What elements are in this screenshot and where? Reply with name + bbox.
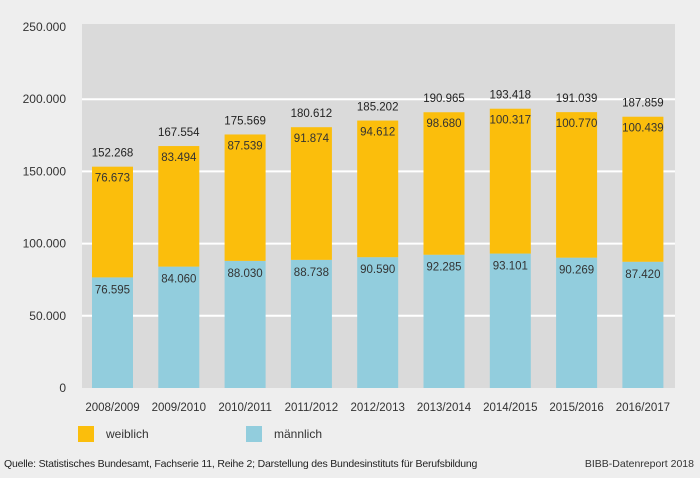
bar-segment-weiblich [357, 120, 399, 258]
y-tick-label: 0 [59, 381, 66, 395]
bar-segment-weiblich [158, 146, 200, 267]
x-tick-label: 2011/2012 [285, 402, 339, 414]
data-label-weiblich: 100.439 [622, 123, 664, 135]
y-tick-label: 250.000 [23, 20, 67, 34]
bar-segment-weiblich [224, 134, 266, 261]
source-note: Quelle: Statistisches Bundesamt, Fachser… [4, 458, 478, 470]
data-label-weiblich: 83.494 [161, 152, 197, 164]
bar-segment-weiblich [622, 116, 664, 262]
x-tick-label: 2012/2013 [351, 402, 405, 414]
data-label-weiblich: 100.770 [556, 118, 598, 130]
bar-segment-maennlich [224, 260, 266, 388]
data-label-total: 167.554 [158, 127, 200, 139]
data-label-maennlich: 87.420 [625, 269, 660, 281]
stacked-bar-chart: 0 50.000 100.000 150.000 200.000 250.000 76.5… [23, 20, 675, 414]
legend-label-maennlich: männlich [274, 427, 323, 441]
x-tick-label: 2015/2016 [549, 402, 603, 414]
data-label-total: 193.418 [490, 90, 532, 102]
x-tick-label: 2008/2009 [85, 402, 139, 414]
y-tick-label: 50.000 [29, 309, 66, 323]
bar-segment-weiblich [92, 166, 133, 278]
data-label-weiblich: 100.317 [490, 115, 532, 127]
bar-segment-maennlich [622, 261, 664, 388]
data-label-maennlich: 88.030 [228, 268, 263, 280]
legend-swatch-weiblich [78, 426, 94, 442]
bar-segment-weiblich [423, 112, 465, 255]
data-label-weiblich: 91.874 [294, 133, 330, 145]
legend-swatch-maennlich [246, 426, 262, 442]
data-label-maennlich: 93.101 [493, 261, 528, 273]
data-label-weiblich: 98.680 [426, 118, 461, 130]
data-label-maennlich: 90.590 [360, 264, 395, 276]
bar-segment-maennlich [92, 277, 133, 388]
legend-item-weiblich: weiblich [78, 426, 149, 442]
data-label-total: 187.859 [622, 98, 664, 110]
x-tick-label: 2010/2011 [218, 402, 272, 414]
legend-label-weiblich: weiblich [106, 427, 149, 441]
data-label-weiblich: 87.539 [228, 140, 263, 152]
bar-segment-maennlich [489, 253, 531, 388]
bar-segment-weiblich [489, 108, 531, 254]
bar-segment-weiblich [556, 112, 598, 258]
y-tick-label: 200.000 [23, 92, 67, 106]
data-label-maennlich: 76.595 [95, 284, 130, 296]
bar-segment-maennlich [158, 266, 200, 388]
bar-segment-maennlich [290, 259, 332, 388]
data-label-maennlich: 84.060 [161, 274, 196, 286]
data-label-maennlich: 88.738 [294, 267, 329, 279]
data-label-total: 152.268 [92, 148, 134, 160]
y-tick-label: 100.000 [23, 237, 67, 251]
report-label: BIBB-Datenreport 2018 [584, 458, 694, 470]
bar-segment-maennlich [423, 254, 465, 388]
data-label-weiblich: 94.612 [360, 127, 395, 139]
bar-segment-maennlich [357, 257, 399, 388]
y-tick-label: 150.000 [23, 164, 67, 178]
x-tick-label: 2013/2014 [417, 402, 472, 414]
bar-segment-maennlich [556, 257, 598, 388]
data-label-weiblich: 76.673 [95, 173, 130, 185]
x-tick-label: 2009/2010 [152, 402, 206, 414]
data-label-total: 175.569 [224, 115, 266, 127]
data-label-total: 191.039 [556, 93, 598, 105]
bar-segment-weiblich [290, 127, 332, 260]
data-label-total: 190.965 [423, 93, 465, 105]
x-tick-label: 2014/2015 [483, 402, 537, 414]
data-label-total: 185.202 [357, 102, 399, 114]
data-label-total: 180.612 [291, 108, 333, 120]
x-tick-label: 2016/2017 [616, 402, 670, 414]
legend-item-maennlich: männlich [246, 426, 322, 442]
data-label-maennlich: 90.269 [559, 265, 594, 277]
data-label-maennlich: 92.285 [426, 262, 461, 274]
